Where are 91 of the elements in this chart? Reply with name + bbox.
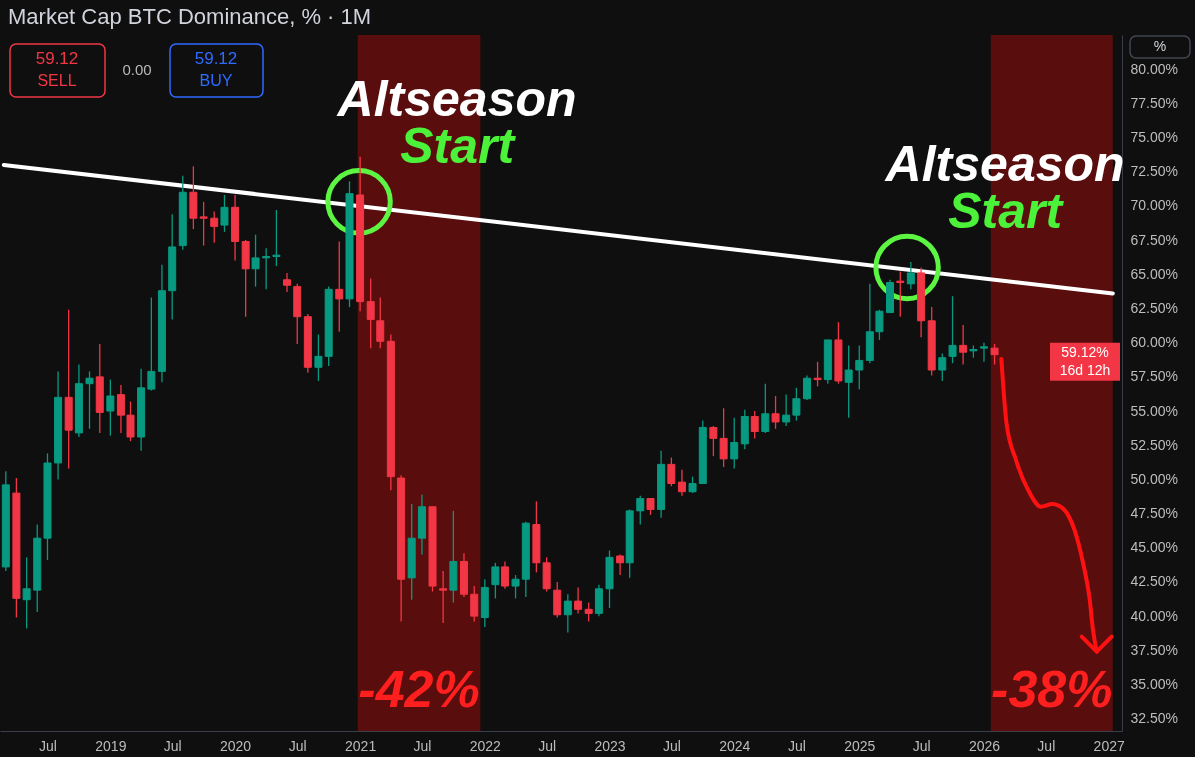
x-tick-label: Jul [1037,737,1056,754]
y-tick-label: 37.50% [1130,641,1178,658]
candlestick [376,296,385,349]
band-label: -42% [358,660,480,718]
candlestick [335,240,344,333]
y-tick-label: 40.00% [1130,607,1178,624]
candlestick [563,593,572,634]
y-tick-label: 52.50% [1130,436,1178,453]
candlestick [959,324,968,366]
candlestick [782,393,791,427]
candlestick [251,233,260,288]
y-tick-label: 47.50% [1130,505,1178,522]
candlestick [855,344,864,390]
x-tick-label: Jul [39,737,57,754]
candlestick [979,342,988,363]
y-tick-label: 67.50% [1130,231,1178,248]
annotation: 16d 12h [1059,361,1111,378]
x-tick-label: 2025 [844,737,876,754]
annotation: 59.12 [35,49,79,68]
candlestick [210,210,219,244]
x-tick-label: 2020 [219,737,252,754]
chart-title: Market Cap BTC Dominance, % · 1M [8,4,372,29]
x-tick-label: Jul [538,737,557,754]
candlestick [730,417,739,470]
x-tick-label: Jul [787,737,806,754]
y-tick-label: 35.00% [1130,676,1178,693]
candlestick [85,370,94,430]
x-tick-label: 2021 [345,737,377,754]
candlestick [262,247,271,290]
x-tick-label: 2022 [469,737,502,754]
x-tick-label: 2023 [594,737,626,754]
x-tick-label: 2019 [95,737,127,754]
annotation: BUY [199,72,233,89]
y-tick-label: 57.50% [1130,368,1178,385]
candlestick [22,556,31,630]
candlestick [761,383,770,434]
candlestick [220,194,229,233]
annotation: 59.12 [194,49,238,68]
candlestick [771,395,780,430]
y-tick-label: 65.00% [1130,265,1178,282]
y-tick-label: 50.00% [1130,470,1178,487]
y-tick-label: 75.00% [1130,129,1178,146]
candlestick [990,343,999,366]
y-tick-label: 55.00% [1130,402,1178,419]
candlestick [282,272,291,293]
candlestick [906,261,915,290]
band-label: -38% [991,660,1113,718]
candlestick [750,410,759,440]
y-tick-label: 42.50% [1130,573,1178,590]
candlestick [314,333,323,382]
annotation: 0.00 [122,61,152,78]
candlestick [470,585,479,623]
annotation: SELL [37,72,77,89]
x-tick-label: Jul [288,737,307,754]
y-tick-label: 32.50% [1130,710,1178,727]
candlestick [667,456,676,487]
y-tick-label: 70.00% [1130,197,1178,214]
candlestick [813,361,822,388]
x-tick-label: 2027 [1093,737,1125,754]
candlestick [896,270,905,318]
candlestick [491,562,500,600]
candlestick [677,469,686,497]
candlestick [147,296,156,392]
candlestick [574,586,583,615]
x-tick-label: 2024 [719,737,751,754]
x-tick-label: Jul [912,737,931,754]
candlestick [272,209,281,267]
candlestick [106,378,115,437]
x-tick-label: 2026 [968,737,1001,754]
y-tick-label: 72.50% [1130,163,1178,180]
candlestick [792,387,801,422]
annotation: 59.12% [1061,343,1109,360]
candlestick [439,570,448,624]
candlestick [636,495,645,526]
y-tick-label: 60.00% [1130,334,1178,351]
candlestick [802,374,811,401]
text: % [1153,38,1167,54]
candlestick [511,574,520,600]
y-tick-label: 62.50% [1130,299,1178,316]
x-tick-label: Jul [163,737,182,754]
y-tick-label: 45.00% [1130,539,1178,556]
candlestick [366,277,375,349]
candlestick [948,295,957,364]
x-tick-label: Jul [662,737,681,754]
candlestick [584,601,593,623]
y-tick-label: 80.00% [1130,60,1178,77]
candlestick [500,560,509,590]
y-tick-label: 77.50% [1130,94,1178,111]
candlestick [844,344,853,419]
x-tick-label: Jul [413,737,432,754]
candlestick [938,352,947,382]
